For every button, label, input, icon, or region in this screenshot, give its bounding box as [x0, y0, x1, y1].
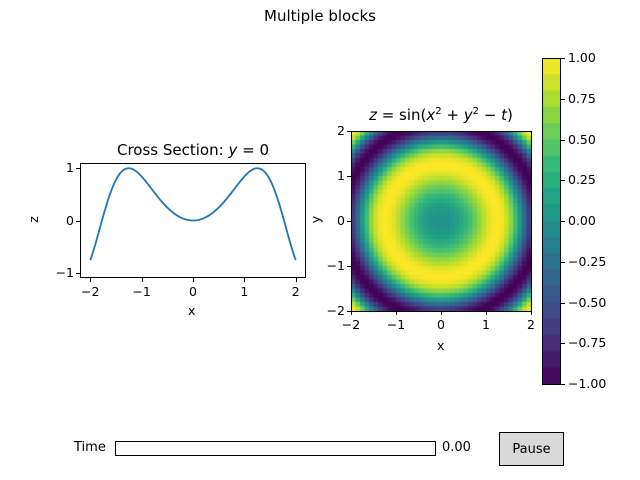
ytick-label: 1: [337, 168, 345, 183]
ytick-mark: [347, 176, 351, 177]
colorbar: [543, 58, 560, 384]
colorbar-tick-label: −1.00: [568, 376, 607, 391]
colorbar-tick-label: −0.50: [568, 294, 607, 310]
time-slider-label: Time: [74, 440, 106, 455]
colorbar-tick-label: 1.00: [568, 50, 596, 65]
xtick-label: −2: [81, 284, 100, 299]
colorbar-tick-label: 0.25: [568, 172, 596, 188]
ytick-mark: [76, 220, 80, 222]
xtick-mark: [351, 311, 352, 315]
pause-button[interactable]: Pause: [499, 432, 564, 466]
colorbar-tick-mark: [561, 98, 565, 100]
xtick-mark: [531, 311, 532, 315]
xtick-label: −2: [341, 317, 361, 332]
colorbar-tick-mark: [561, 180, 565, 182]
colorbar-tick-mark: [561, 384, 565, 385]
xtick-mark: [244, 278, 246, 282]
xtick-label: 0: [189, 284, 197, 299]
colorbar-tick-label: 0.00: [568, 213, 596, 228]
xtick-mark: [441, 311, 442, 315]
xtick-mark: [396, 311, 397, 315]
ytick-label: −1: [55, 264, 74, 280]
heatmap-xlabel: x: [437, 338, 445, 353]
xtick-label: 1: [240, 284, 249, 299]
heatmap-title: z = sin(x2 + y2 − t): [369, 106, 513, 124]
heatmap-axes: [351, 131, 532, 312]
colorbar-tick-mark: [561, 139, 565, 141]
ytick-label: −1: [326, 258, 345, 273]
xtick-mark: [295, 278, 297, 282]
ytick-mark: [347, 266, 351, 267]
ytick-label: 0: [337, 213, 345, 228]
ytick-label: 1: [66, 160, 74, 176]
ytick-mark: [347, 221, 351, 222]
colorbar-tick-label: 0.75: [568, 90, 596, 106]
colorbar-tick-mark: [561, 221, 565, 222]
ytick-mark: [347, 131, 351, 132]
colorbar-tick-label: −0.75: [568, 335, 607, 351]
ytick-label: 0: [66, 212, 74, 228]
xtick-mark: [193, 278, 194, 282]
xtick-label: 1: [482, 317, 490, 332]
cross-section-ylabel: z: [25, 216, 41, 223]
time-slider-value: 0.00: [442, 440, 471, 455]
xtick-mark: [90, 278, 92, 282]
xtick-label: 2: [291, 284, 300, 299]
xtick-label: 0: [437, 317, 445, 332]
ytick-label: 2: [337, 123, 345, 138]
colorbar-tick-label: −0.25: [568, 253, 607, 269]
colorbar-tick-label: 0.50: [568, 131, 596, 147]
xtick-label: 2: [527, 317, 535, 332]
ytick-mark: [347, 311, 351, 312]
xtick-mark: [141, 278, 143, 282]
ytick-label: −2: [326, 303, 345, 318]
heatmap-ylabel: y: [308, 215, 324, 224]
ytick-mark: [76, 272, 80, 274]
xtick-label: −1: [132, 284, 151, 299]
xtick-label: −1: [386, 317, 406, 332]
cross-section-xlabel: x: [188, 303, 196, 318]
cross-section-axes: [80, 163, 306, 278]
ytick-mark: [76, 168, 80, 170]
colorbar-tick-mark: [561, 261, 565, 263]
heatmap-image: [351, 131, 531, 311]
colorbar-tick-mark: [561, 343, 565, 345]
cross-section-title: Cross Section: y = 0: [117, 141, 269, 159]
xtick-mark: [486, 311, 487, 315]
time-slider[interactable]: [115, 441, 436, 456]
colorbar-frame: [542, 58, 561, 385]
colorbar-tick-mark: [561, 302, 565, 304]
figure-suptitle: Multiple blocks: [264, 7, 376, 25]
colorbar-tick-mark: [561, 58, 565, 59]
